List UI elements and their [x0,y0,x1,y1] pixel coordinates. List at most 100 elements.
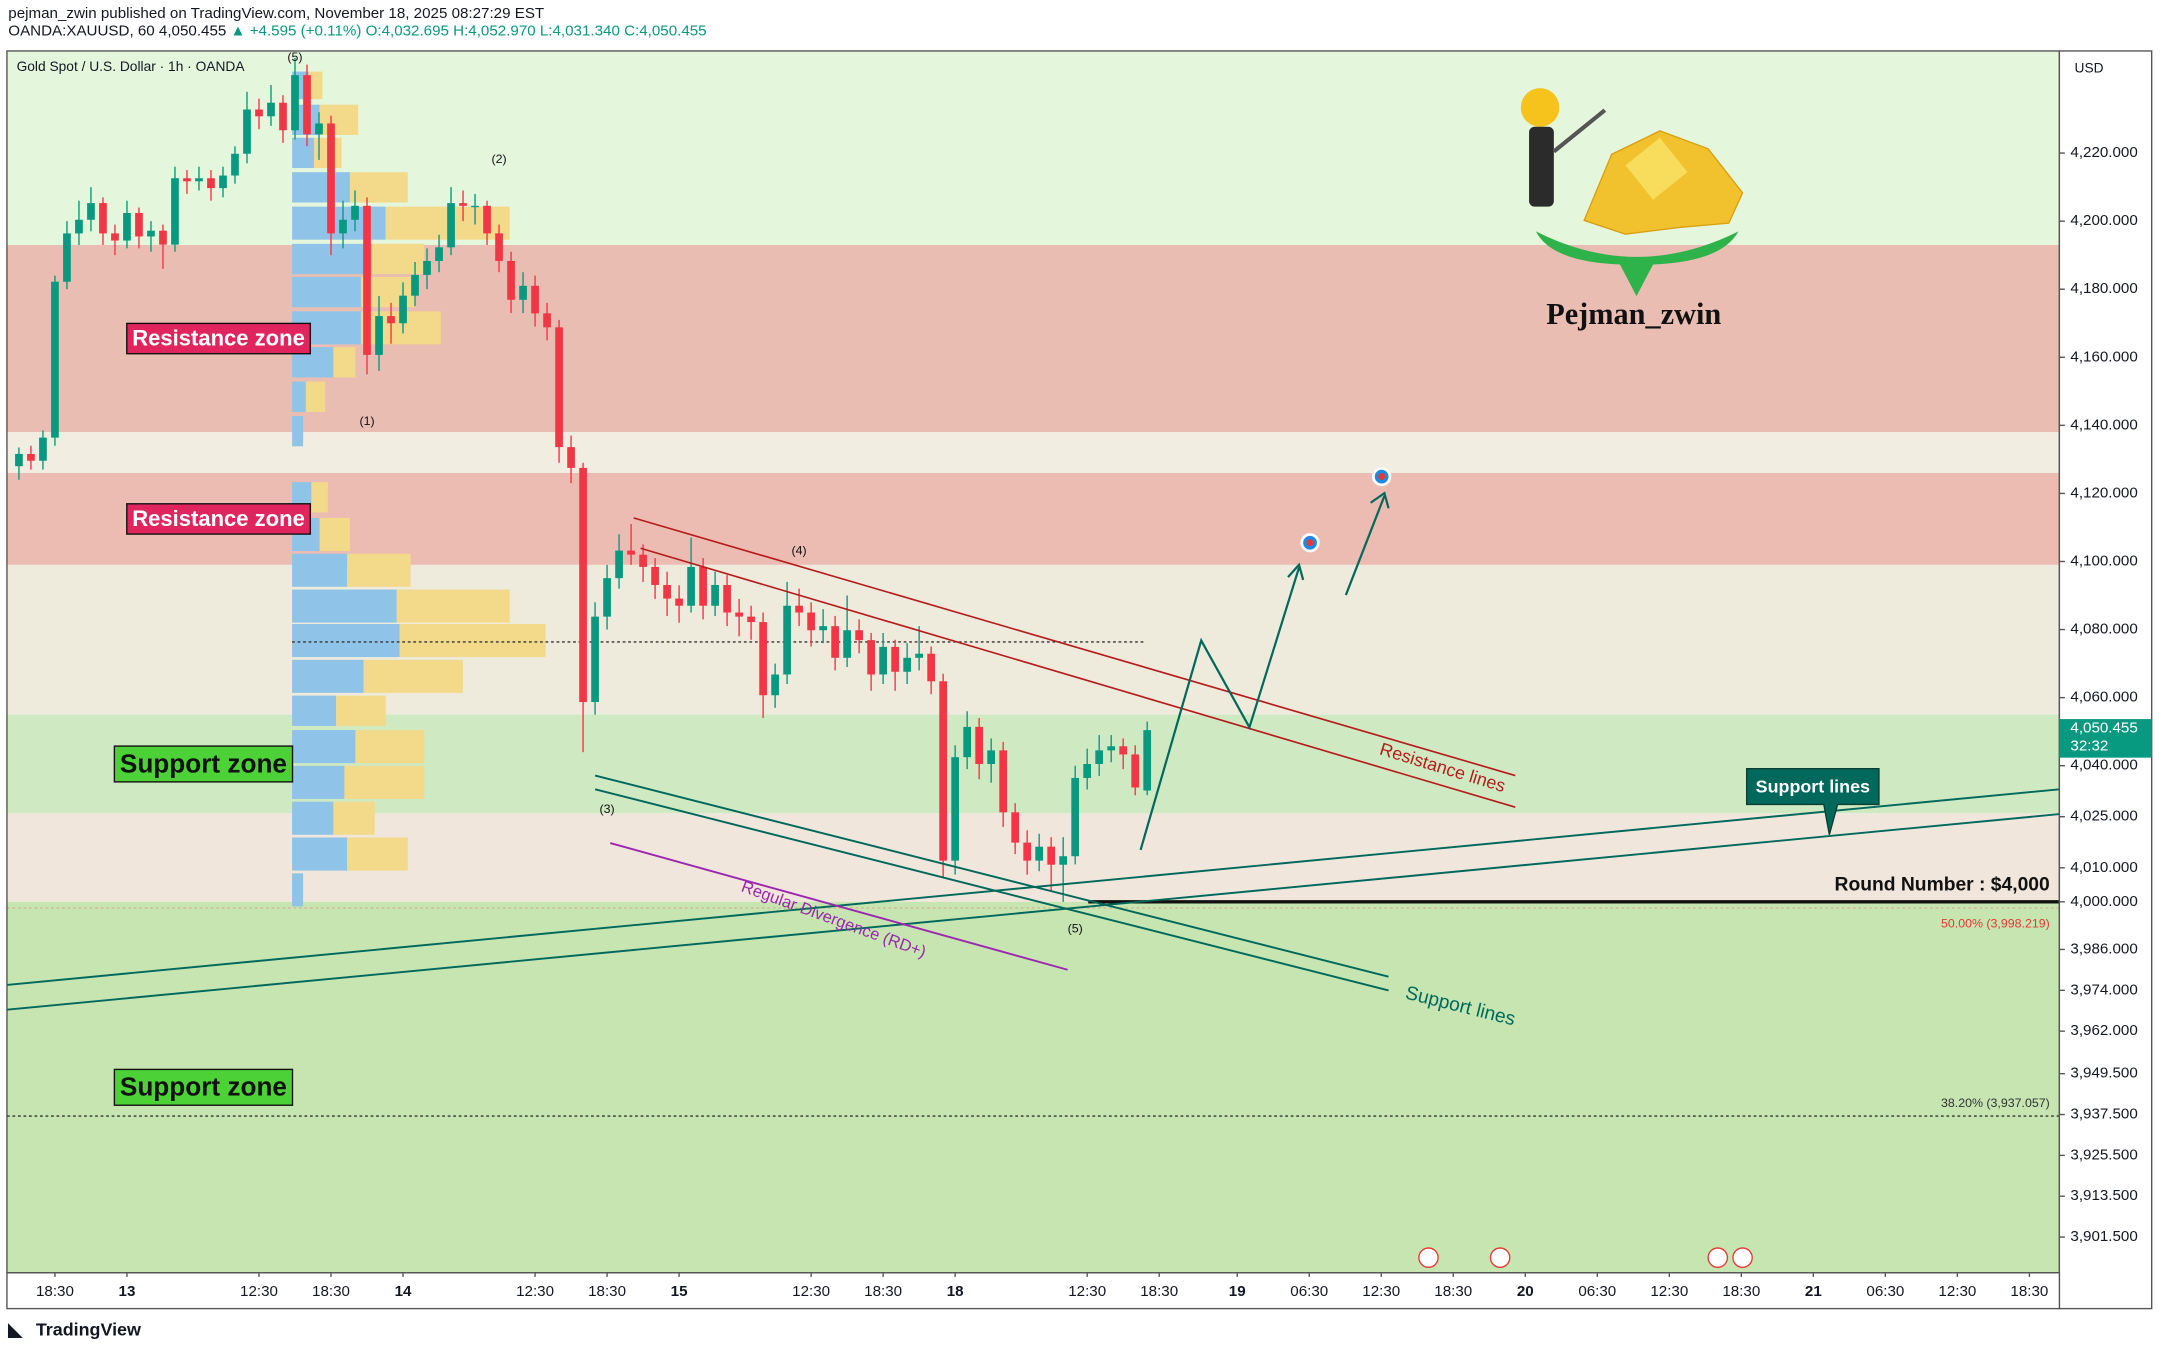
vp-bar [305,381,326,412]
candle-body [399,295,407,324]
candle-body [1047,846,1056,865]
candle-body [315,123,323,135]
open: O:4,032.695 [366,23,449,40]
candle-body [1083,763,1092,778]
vp-bar [371,243,425,275]
candle-body [615,550,623,579]
candle-body [51,281,59,438]
wave-label: (1) [359,414,374,428]
divergence-line [610,842,1068,971]
gold [1625,137,1688,200]
y-tick-label: 3,913.500 [2070,1187,2137,1204]
y-tick-label: 4,200.000 [2070,212,2137,229]
candle-body [603,578,611,617]
y-tick-label: 4,220.000 [2070,144,2137,161]
vp-bar [349,172,408,203]
helmet [1520,88,1560,127]
candle-body [207,178,215,189]
candle-body [891,646,899,672]
x-tick-label: 12:30 [1650,1283,1688,1300]
event[interactable] [1489,1247,1511,1268]
candle-body [903,657,911,672]
candle-body [255,109,263,117]
low: L:4,031.340 [540,23,620,40]
candle-body [1071,777,1080,857]
event[interactable] [1418,1247,1439,1268]
candle-body [15,453,23,467]
candle-body [159,230,167,245]
y-tick-label: 4,040.000 [2070,757,2137,774]
candle-body [1011,812,1020,843]
candle-body [243,109,251,154]
candle-body [567,447,575,468]
candle-body [435,247,443,261]
vp-bar [292,624,400,658]
candle-body [279,102,287,131]
vp-bar [292,801,334,835]
vp-bar [292,873,304,907]
vp-bar [347,553,411,587]
vp-bar [319,517,350,551]
event[interactable] [1707,1247,1729,1268]
arrow-head [1370,491,1390,509]
candle-body [963,726,972,758]
vp-bar [308,71,323,100]
projection [1139,567,1301,851]
arrow-head [1287,562,1305,581]
candle-body [651,566,659,585]
level-label: Round Number : $4,000 [1835,874,2050,895]
candle-body [387,316,395,324]
countdown: 32:32 [2070,738,2108,755]
y-tick-label: 4,060.000 [2070,689,2137,706]
candle-body [447,203,455,248]
candle-body [951,757,960,861]
event[interactable] [1732,1247,1753,1268]
x-tick-label: 12:30 [792,1283,830,1300]
candle-body [531,285,539,314]
candle-body [483,205,491,234]
vp-bar [292,695,337,726]
candle-body [831,626,839,658]
candle-body [411,274,419,296]
vp-bar [319,104,359,135]
last: 4,050.455 [159,23,226,40]
candle-body [351,205,359,220]
projection [1344,495,1386,596]
price-axis [2058,50,2153,1310]
support-line [594,788,1389,992]
candle-body [63,233,71,282]
close: C:4,050.455 [624,23,706,40]
candle-body [1119,746,1128,755]
candle-body [75,219,83,234]
vp-bar [292,837,348,871]
zone-label-box [126,503,312,535]
logo-arc [1535,231,1739,297]
candle-body [879,646,887,675]
candle-body [327,123,335,234]
wave-label: (5) [1068,921,1083,935]
vp-bar [399,624,546,658]
candle-body [231,153,239,176]
brand: TradingView [36,1319,141,1339]
candle-body [27,453,35,461]
candle-body [915,653,923,658]
candle-body [747,616,755,623]
x-tick-label: 20 [1517,1283,1534,1300]
candle-body [1143,730,1152,791]
last-price-box [2059,719,2152,758]
candle-body [1059,856,1068,865]
candle-body [375,316,383,355]
y-tick-label: 3,949.500 [2070,1065,2137,1082]
brand-mark: ◣ [7,1319,23,1339]
y-tick-label: 3,974.000 [2070,981,2137,998]
fib-label: 50.00% (3,998.219) [1941,917,2050,931]
x-tick-label: 12:30 [240,1283,278,1300]
candle-body [183,178,191,182]
x-tick-label: 18:30 [1722,1283,1760,1300]
x-tick-label: 14 [395,1283,412,1300]
vp-bar [292,553,348,587]
zone-label: Resistance zone [132,326,305,351]
y-tick-label: 4,120.000 [2070,484,2137,501]
vp-bar [363,659,463,693]
vp-bar [396,589,510,623]
